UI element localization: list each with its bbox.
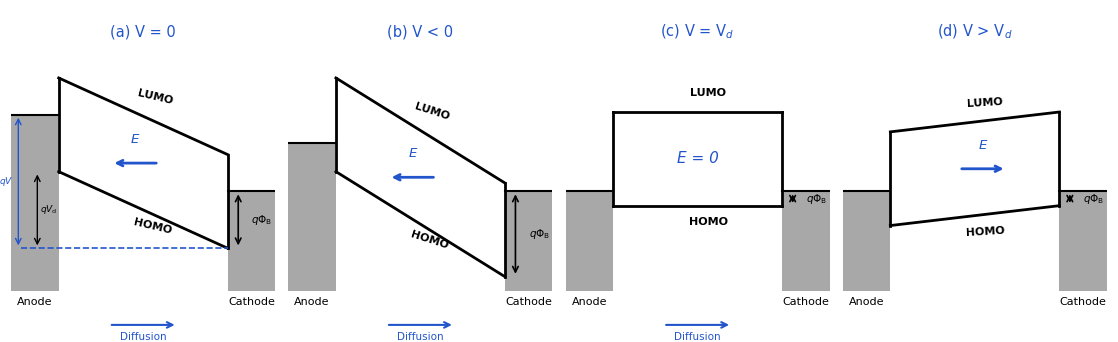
Text: Anode: Anode	[17, 297, 53, 306]
Bar	[566, 192, 613, 291]
Bar	[288, 143, 335, 291]
Text: $q\Phi_{\rm B}$: $q\Phi_{\rm B}$	[252, 213, 273, 227]
Text: Anode: Anode	[571, 297, 607, 306]
Title: (c) V = V$_{d}$: (c) V = V$_{d}$	[661, 23, 735, 41]
Text: E: E	[978, 139, 987, 152]
Text: Diffusion: Diffusion	[120, 332, 167, 342]
Text: Cathode: Cathode	[228, 297, 275, 306]
Text: Diffusion: Diffusion	[674, 332, 721, 342]
Text: E: E	[131, 133, 140, 146]
Bar	[1059, 192, 1107, 291]
Text: E = 0: E = 0	[676, 152, 719, 166]
Bar	[11, 115, 59, 291]
Title: (d) V > V$_{d}$: (d) V > V$_{d}$	[937, 23, 1013, 41]
Text: $q\Phi_{\rm B}$: $q\Phi_{\rm B}$	[806, 192, 827, 206]
Text: HOMO: HOMO	[689, 217, 728, 227]
Title: (a) V = 0: (a) V = 0	[111, 25, 176, 40]
Text: LUMO: LUMO	[690, 88, 727, 98]
Text: Anode: Anode	[849, 297, 884, 306]
Text: Diffusion: Diffusion	[397, 332, 444, 342]
Bar	[228, 192, 275, 291]
Polygon shape	[335, 78, 505, 277]
Polygon shape	[59, 78, 228, 248]
Text: Anode: Anode	[294, 297, 330, 306]
Text: $q\Phi_{\rm B}$: $q\Phi_{\rm B}$	[1083, 192, 1105, 206]
Text: $qV$: $qV$	[0, 175, 13, 188]
Text: $q\Phi_{\rm B}$: $q\Phi_{\rm B}$	[529, 227, 550, 241]
Text: LUMO: LUMO	[414, 101, 452, 122]
Text: LUMO: LUMO	[136, 88, 173, 106]
Text: HOMO: HOMO	[132, 217, 172, 236]
Polygon shape	[613, 112, 783, 206]
Text: HOMO: HOMO	[409, 229, 449, 251]
Bar	[843, 192, 890, 291]
Text: $qV_{\rm d}$: $qV_{\rm d}$	[40, 203, 57, 216]
Polygon shape	[890, 112, 1059, 226]
Title: (b) V < 0: (b) V < 0	[387, 25, 454, 40]
Text: Cathode: Cathode	[1060, 297, 1107, 306]
Text: LUMO: LUMO	[967, 97, 1003, 109]
Text: HOMO: HOMO	[966, 226, 1005, 238]
Bar	[783, 192, 830, 291]
Bar	[505, 192, 552, 291]
Text: Cathode: Cathode	[783, 297, 830, 306]
Text: E: E	[408, 147, 417, 160]
Text: Cathode: Cathode	[505, 297, 552, 306]
